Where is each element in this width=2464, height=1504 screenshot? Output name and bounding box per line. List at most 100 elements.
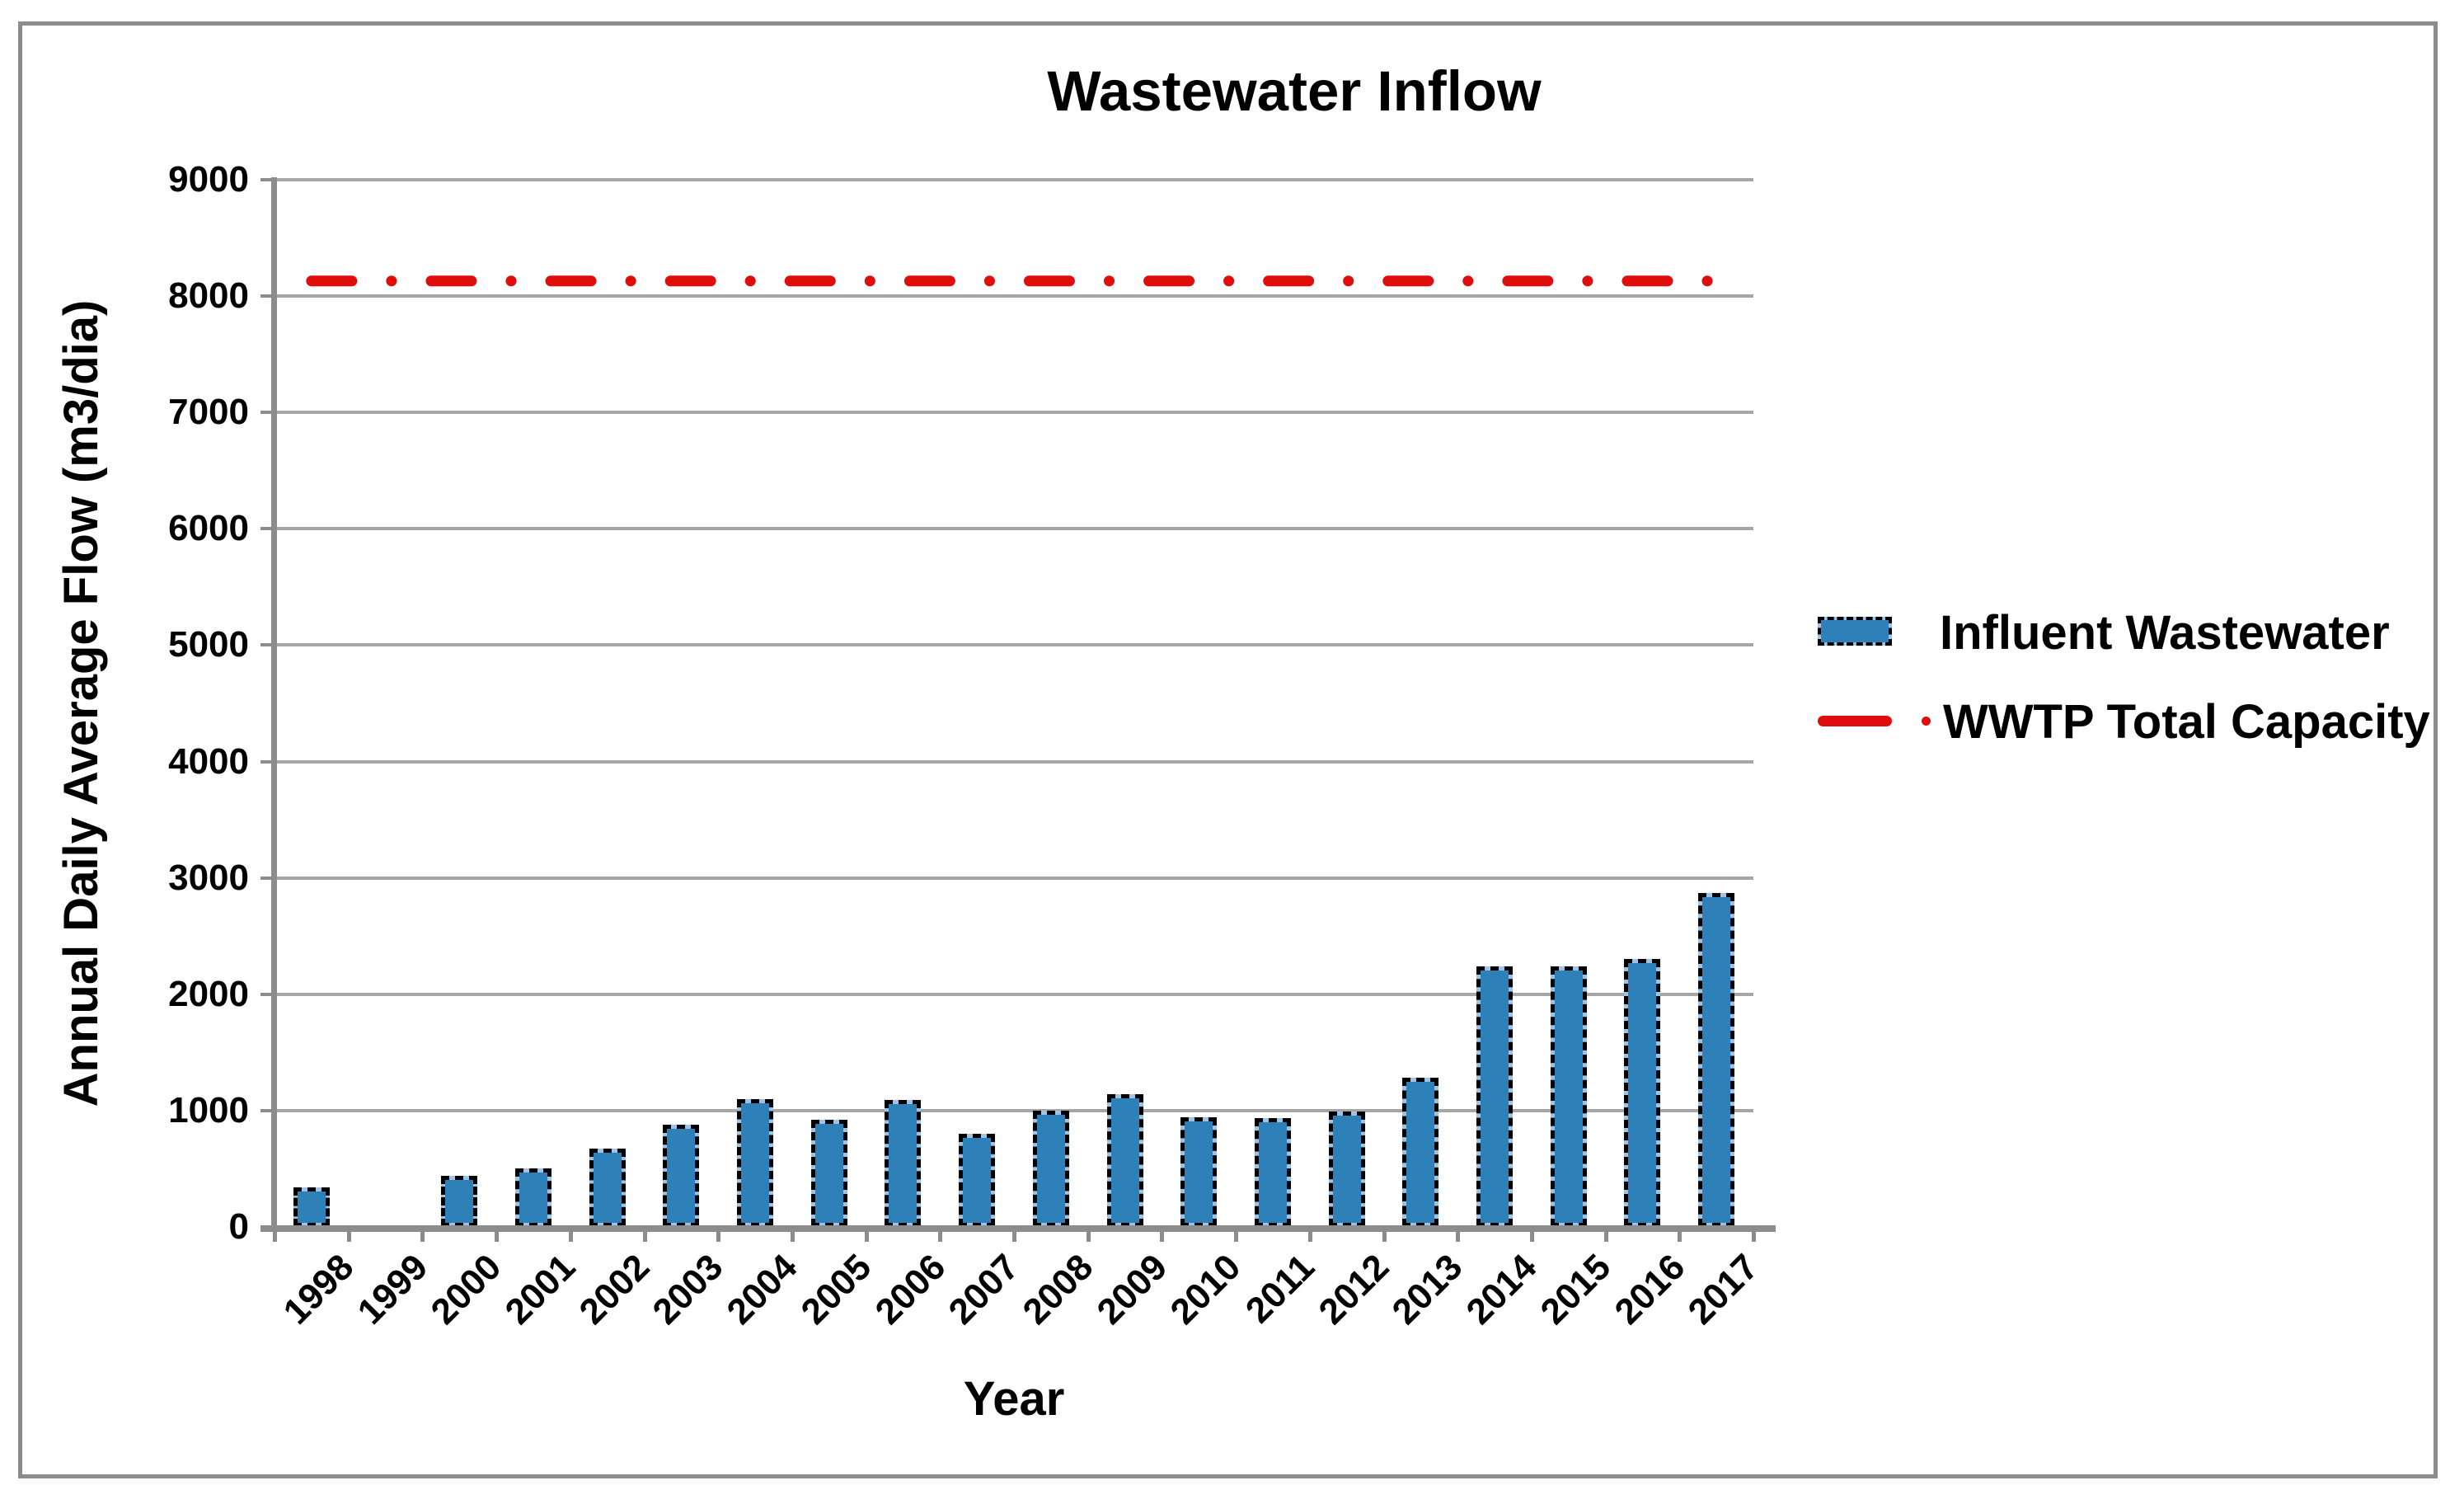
gridline-2000 xyxy=(275,992,1753,996)
x-tick-5 xyxy=(642,1227,647,1242)
bar-fill xyxy=(297,1191,326,1223)
chart-title: Wastewater Inflow xyxy=(1047,59,1542,123)
gridline-3000 xyxy=(275,876,1753,880)
bar-fill xyxy=(1332,1116,1361,1223)
gridline-1000 xyxy=(275,1108,1753,1112)
y-tick-4000 xyxy=(260,759,275,764)
bar-2016 xyxy=(1624,959,1661,1227)
bar-fill xyxy=(1628,963,1657,1223)
y-tick-label-6000: 6000 xyxy=(168,508,249,549)
x-tick-3 xyxy=(495,1227,500,1242)
bar-2003 xyxy=(663,1124,700,1227)
gridline-8000 xyxy=(275,294,1753,298)
y-tick-2000 xyxy=(260,992,275,996)
bar-fill xyxy=(1110,1098,1139,1223)
y-tick-label-9000: 9000 xyxy=(168,159,249,200)
y-tick-9000 xyxy=(260,178,275,181)
bar-1998 xyxy=(293,1187,330,1227)
bar-fill xyxy=(889,1104,918,1223)
y-tick-5000 xyxy=(260,643,275,647)
bar-fill xyxy=(519,1173,547,1223)
bar-fill xyxy=(963,1138,992,1223)
bar-2011 xyxy=(1254,1118,1291,1227)
x-tick-6 xyxy=(716,1227,721,1242)
bar-fill xyxy=(741,1102,770,1223)
bar-2015 xyxy=(1550,966,1587,1227)
bar-2010 xyxy=(1180,1117,1218,1227)
x-axis-line xyxy=(260,1225,1776,1232)
bar-2005 xyxy=(810,1120,847,1227)
x-tick-14 xyxy=(1307,1227,1312,1242)
x-tick-11 xyxy=(1086,1227,1091,1242)
y-tick-label-8000: 8000 xyxy=(168,275,249,317)
bar-2006 xyxy=(885,1100,922,1227)
x-tick-9 xyxy=(938,1227,943,1242)
y-tick-3000 xyxy=(260,876,275,880)
x-tick-2 xyxy=(420,1227,425,1242)
x-tick-17 xyxy=(1529,1227,1534,1242)
y-tick-label-1000: 1000 xyxy=(168,1089,249,1130)
bar-fill xyxy=(1036,1114,1065,1223)
gridline-5000 xyxy=(275,643,1753,647)
x-axis-title: Year xyxy=(963,1372,1065,1426)
bar-2004 xyxy=(737,1098,774,1227)
x-tick-13 xyxy=(1234,1227,1239,1242)
gridline-9000 xyxy=(275,178,1753,181)
y-tick-7000 xyxy=(260,411,275,415)
y-tick-label-2000: 2000 xyxy=(168,973,249,1014)
bar-2000 xyxy=(441,1175,478,1227)
legend-line-dot-icon xyxy=(1922,717,1931,726)
bar-2013 xyxy=(1402,1078,1439,1227)
gridline-7000 xyxy=(275,411,1753,415)
x-tick-7 xyxy=(790,1227,795,1242)
x-tick-8 xyxy=(864,1227,869,1242)
bar-2017 xyxy=(1698,893,1735,1227)
y-axis-line xyxy=(271,177,277,1232)
x-tick-10 xyxy=(1012,1227,1016,1242)
bar-2001 xyxy=(514,1168,551,1227)
bar-2012 xyxy=(1328,1112,1365,1227)
bar-fill xyxy=(445,1179,474,1223)
bar-2014 xyxy=(1476,966,1514,1227)
y-tick-label-5000: 5000 xyxy=(168,624,249,665)
bar-fill xyxy=(1554,970,1583,1223)
legend-line-dash-icon xyxy=(1818,716,1892,726)
y-tick-label-3000: 3000 xyxy=(168,857,249,898)
y-tick-8000 xyxy=(260,294,275,298)
y-tick-label-0: 0 xyxy=(228,1206,249,1247)
y-tick-6000 xyxy=(260,527,275,531)
legend-bar-swatch xyxy=(1818,617,1892,646)
bar-fill xyxy=(1702,897,1731,1223)
bar-fill xyxy=(1258,1122,1287,1223)
legend-label-capacity: WWTP Total Capacity xyxy=(1943,695,2430,749)
x-tick-4 xyxy=(568,1227,573,1242)
y-tick-label-4000: 4000 xyxy=(168,740,249,782)
x-tick-12 xyxy=(1160,1227,1165,1242)
x-tick-19 xyxy=(1678,1227,1683,1242)
chart-outer-border xyxy=(18,21,2438,1478)
bar-2009 xyxy=(1106,1094,1143,1227)
x-tick-1 xyxy=(346,1227,351,1242)
bar-2008 xyxy=(1032,1110,1069,1227)
bar-fill xyxy=(1481,970,1509,1223)
bar-fill xyxy=(1185,1121,1213,1223)
bar-2002 xyxy=(589,1149,626,1227)
legend-bar-swatch-fill xyxy=(1821,620,1889,642)
legend-label-influent: Influent Wastewater xyxy=(1940,606,2390,660)
x-tick-15 xyxy=(1382,1227,1387,1242)
x-tick-0 xyxy=(273,1227,277,1242)
bar-fill xyxy=(593,1153,622,1223)
bar-fill xyxy=(667,1128,696,1223)
gridline-6000 xyxy=(275,527,1753,531)
bar-2007 xyxy=(959,1134,996,1227)
x-tick-16 xyxy=(1456,1227,1461,1242)
x-tick-20 xyxy=(1752,1227,1756,1242)
x-tick-18 xyxy=(1603,1227,1608,1242)
bar-fill xyxy=(1406,1082,1435,1223)
bar-fill xyxy=(814,1124,843,1223)
y-tick-label-7000: 7000 xyxy=(168,392,249,433)
y-tick-1000 xyxy=(260,1108,275,1112)
gridline-4000 xyxy=(275,759,1753,764)
